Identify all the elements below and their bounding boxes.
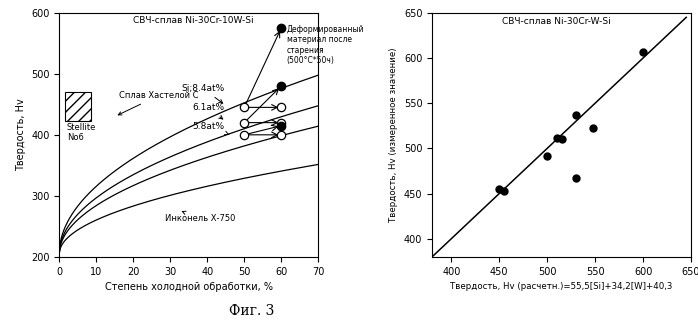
Text: Stellite
No6: Stellite No6 [67,123,96,142]
Text: 6.1at%: 6.1at% [193,103,225,119]
Text: Деформированный
материал после
старения
(500°С*50ч): Деформированный материал после старения … [287,25,364,65]
Text: Фиг. 3: Фиг. 3 [228,304,274,317]
Bar [65,92,91,121]
Text: 5.8at%: 5.8at% [193,122,229,135]
Text: Сплав Хастелой С: Сплав Хастелой С [118,91,198,115]
Y-axis label: Твердость, Hv: Твердость, Hv [15,99,26,171]
X-axis label: Твердость, Hv (расчетн.)=55,5[Si]+34,2[W]+40,3: Твердость, Hv (расчетн.)=55,5[Si]+34,2[W… [450,282,673,291]
X-axis label: Степень холодной обработки, %: Степень холодной обработки, % [105,282,273,292]
Text: Инконель Х-750: Инконель Х-750 [165,211,235,223]
Y-axis label: Твердость, Hv (измеренное значение): Твердость, Hv (измеренное значение) [389,48,399,222]
Text: Si;8.4at%: Si;8.4at% [181,84,225,103]
Text: СВЧ-сплав Ni-30Cr-W-Si: СВЧ-сплав Ni-30Cr-W-Si [503,17,611,26]
Text: СВЧ-сплав Ni-30Cr-10W-Si: СВЧ-сплав Ni-30Cr-10W-Si [133,16,254,25]
